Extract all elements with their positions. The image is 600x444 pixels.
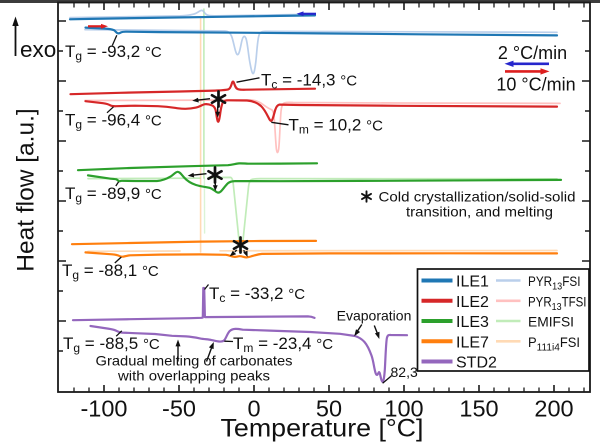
svg-text:Tm = 10,2 °C: Tm = 10,2 °C [289,116,384,137]
svg-text:ILE1: ILE1 [456,274,489,291]
svg-text:PYR13TFSI: PYR13TFSI [528,294,587,313]
svg-text:2 °C/min: 2 °C/min [498,43,567,63]
svg-text:with overlapping peaks: with overlapping peaks [117,368,270,384]
svg-text:Tg = -89,9 °C: Tg = -89,9 °C [65,184,162,205]
svg-text:Tg = -88,5 °C: Tg = -88,5 °C [63,334,160,355]
svg-text:0: 0 [247,396,260,422]
svg-text:50: 50 [316,396,342,422]
svg-text:Tg = -96,4 °C: Tg = -96,4 °C [65,111,162,132]
svg-text:Tc = -33,2 °C: Tc = -33,2 °C [209,284,305,305]
svg-text:ILE3: ILE3 [456,314,489,331]
svg-text:ILE2: ILE2 [456,294,489,311]
svg-text:Cold crystallization/solid-sol: Cold crystallization/solid-solid [379,189,576,205]
svg-text:ILE7: ILE7 [456,334,489,351]
svg-text:exo: exo [20,37,56,62]
svg-text:-100: -100 [80,396,127,422]
svg-text:Tg = -93,2 °C: Tg = -93,2 °C [65,42,162,63]
svg-text:STD2: STD2 [456,355,497,372]
svg-text:EMIFSI: EMIFSI [528,315,574,330]
svg-text:Gradual melting of carbonates: Gradual melting of carbonates [96,353,293,369]
svg-text:-50: -50 [162,396,196,422]
svg-text:150: 150 [459,396,498,422]
svg-text:Tm = -23,4 °C: Tm = -23,4 °C [233,334,333,355]
svg-text:Evaporation: Evaporation [337,308,412,324]
svg-text:200: 200 [534,396,573,422]
svg-text:10 °C/min: 10 °C/min [496,75,575,95]
svg-text:Heat flow [a.u.]: Heat flow [a.u.] [13,108,40,271]
svg-text:Temperature [°C]: Temperature [°C] [221,415,424,443]
svg-text:82,3: 82,3 [391,364,418,380]
svg-text:Tc = -14,3 °C: Tc = -14,3 °C [261,71,357,92]
svg-text:transition, and melting: transition, and melting [406,204,553,220]
svg-text:Tg = -88,1 °C: Tg = -88,1 °C [62,261,159,282]
svg-text:100: 100 [384,396,423,422]
svg-text:PYR13FSI: PYR13FSI [528,274,581,293]
